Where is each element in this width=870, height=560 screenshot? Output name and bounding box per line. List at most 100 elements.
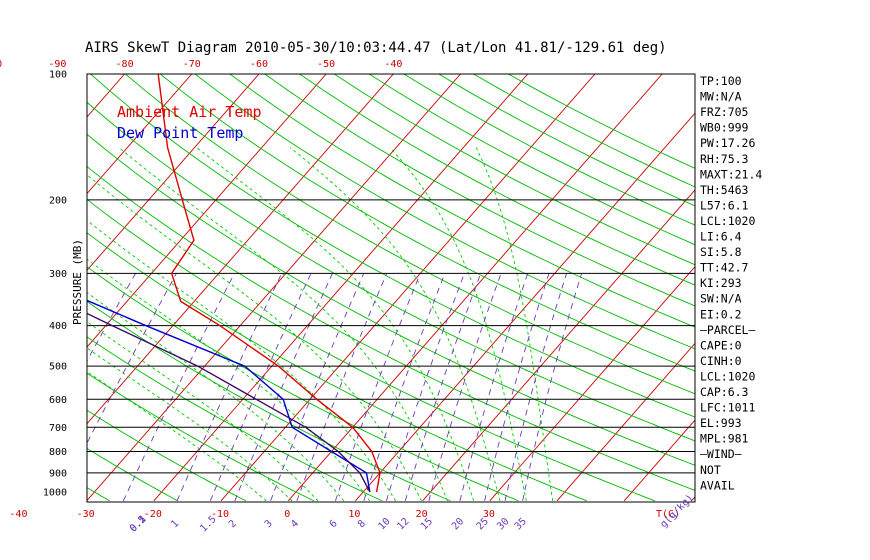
index-label: FRZ:705 <box>700 105 748 119</box>
bottom-temp-tick-label: 10 <box>348 509 360 520</box>
moist-adiabat-line <box>118 147 449 502</box>
index-label: MAXT:21.4 <box>700 167 762 181</box>
mixing-ratio-line <box>234 273 333 502</box>
dry-adiabat-line <box>87 336 383 502</box>
index-label: L57:6.1 <box>700 198 749 212</box>
legend-ambient-label: Ambient Air Temp <box>117 103 262 121</box>
mixing-ratio-line <box>428 273 502 502</box>
index-label: —WIND— <box>700 447 742 461</box>
top-temp-tick-label: -100 <box>0 59 2 70</box>
bottom-temp-tick-label: 30 <box>483 509 495 520</box>
mixing-ratio-tick-label: 8 <box>356 518 368 530</box>
moist-adiabat-line <box>389 147 527 501</box>
pressure-tick-label: 1000 <box>43 488 67 499</box>
top-temp-tick-label: -80 <box>116 59 134 70</box>
isotherm-line <box>556 342 695 502</box>
isotherm-line <box>87 74 260 271</box>
legend-dewpoint-label: Dew Point Temp <box>117 124 243 142</box>
dry-adiabat-line <box>159 74 695 372</box>
moist-adiabat-line <box>196 147 475 502</box>
top-temp-tick-label: -40 <box>384 59 402 70</box>
mixing-ratio-tick-label: 10 <box>376 516 392 532</box>
mixing-ratio-tick-label: 30 <box>495 516 511 532</box>
mixing-ratio-line <box>484 273 550 501</box>
dry-adiabat-line <box>87 165 695 491</box>
index-label: EL:993 <box>700 416 742 430</box>
mixing-ratio-line <box>122 273 235 502</box>
bottom-temp-tick-label: -10 <box>211 509 229 520</box>
mixing-ratio-tick-label: 3 <box>263 518 275 530</box>
isotherm-line <box>355 112 695 502</box>
mixing-ratio-line <box>335 273 421 502</box>
dry-adiabat-line <box>87 409 247 502</box>
pressure-tick-label: 200 <box>49 195 67 206</box>
index-label: TH:5463 <box>700 183 749 197</box>
dry-adiabat-line <box>87 266 519 502</box>
pressure-tick-label: 800 <box>49 447 67 458</box>
isotherm-line <box>623 419 695 502</box>
index-label: AVAIL <box>700 478 735 492</box>
dew-point-line <box>87 299 371 493</box>
mixing-ratio-line <box>404 273 482 502</box>
index-label: KI:293 <box>700 276 742 290</box>
index-label: CAP:6.3 <box>700 385 749 399</box>
mixing-ratio-line <box>270 273 365 502</box>
mixing-ratio-line <box>385 273 465 502</box>
mixing-ratio-line <box>522 273 583 501</box>
top-temp-tick-label: -70 <box>183 59 201 70</box>
mixing-ratio-line <box>504 273 568 501</box>
chart-title: AIRS SkewT Diagram 2010-05-30/10:03:44.4… <box>85 40 667 56</box>
mixing-ratio-tick-label: 20 <box>450 516 466 532</box>
pressure-tick-label: 700 <box>49 423 67 434</box>
index-label: EI:0.2 <box>700 307 742 321</box>
isotherm-line <box>153 74 529 502</box>
index-label: LCL:1020 <box>700 369 755 383</box>
moist-adiabat-line <box>475 147 554 501</box>
index-label: PW:17.26 <box>700 136 755 150</box>
isotherm-line <box>87 74 193 195</box>
dry-adiabat-line <box>438 74 695 207</box>
top-temp-tick-label: -60 <box>250 59 268 70</box>
bottom-temp-tick-label: 0 <box>284 509 290 520</box>
index-label: LFC:1011 <box>700 401 755 415</box>
isotherm-line <box>0 74 57 501</box>
dry-adiabat-line <box>299 74 695 286</box>
mixing-ratio-line <box>209 273 312 502</box>
isotherm-line <box>87 74 394 425</box>
dry-adiabat-line <box>87 447 178 502</box>
mixing-ratio-tick-label: 35 <box>513 516 529 532</box>
mixing-ratio-tick-label: 12 <box>395 516 411 532</box>
moist-adiabat-line <box>87 347 293 502</box>
dry-adiabat-line <box>87 487 110 502</box>
plot-frame <box>86 73 696 503</box>
index-label: CAPE:0 <box>700 338 742 352</box>
pressure-tick-label: 100 <box>49 70 67 81</box>
dry-adiabat-line <box>87 300 451 502</box>
isotherm-line <box>489 265 695 502</box>
dry-adiabat-line <box>264 74 695 307</box>
dry-adiabat-line <box>87 101 695 442</box>
ambient-temp-line <box>157 74 381 493</box>
index-label: SW:N/A <box>700 292 742 306</box>
index-label: RH:75.3 <box>700 152 749 166</box>
moist-adiabat-line <box>87 321 319 502</box>
pressure-tick-label: 300 <box>49 269 67 280</box>
index-label: TP:100 <box>700 74 742 88</box>
dry-adiabat-line <box>473 74 695 188</box>
dry-adiabat-line <box>368 74 695 246</box>
index-label: MW:N/A <box>700 90 742 104</box>
index-label: LI:6.4 <box>700 230 742 244</box>
mixing-ratio-line <box>87 273 177 445</box>
mixing-ratio-line <box>296 273 388 502</box>
mixing-ratio-line <box>459 273 529 501</box>
bottom-temp-tick-label: -20 <box>144 509 162 520</box>
dry-adiabat-line <box>87 232 587 502</box>
index-label: TT:42.7 <box>700 261 749 275</box>
mixing-ratio-tick-label: 2 <box>227 518 239 530</box>
dry-adiabat-line <box>87 133 695 466</box>
index-label: LCL:1020 <box>700 214 755 228</box>
parcel-line <box>87 312 371 493</box>
pressure-tick-label: 900 <box>49 468 67 479</box>
mixing-ratio-line <box>176 273 283 502</box>
